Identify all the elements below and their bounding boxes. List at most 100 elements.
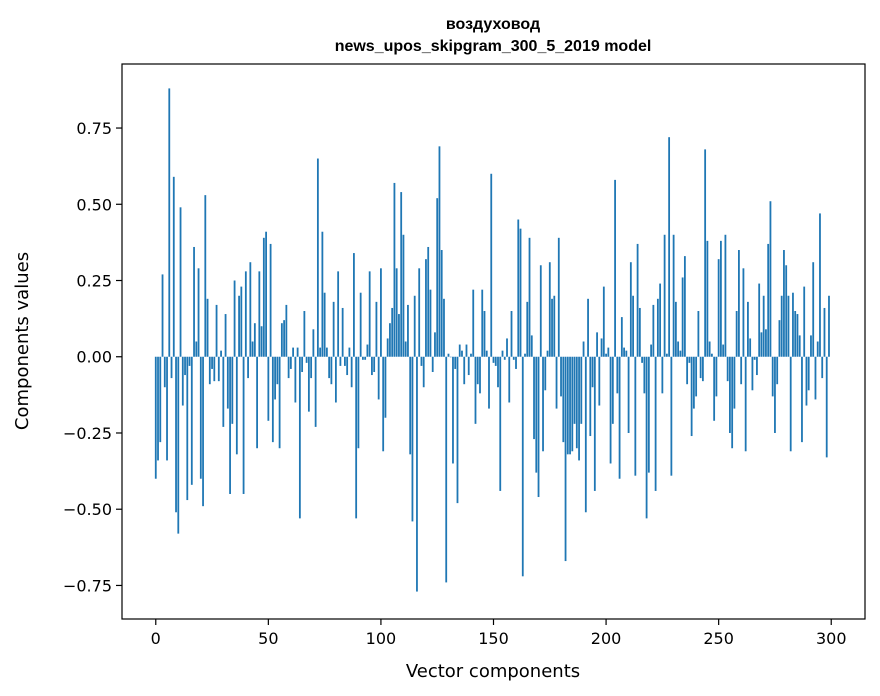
y-axis: 0.75 0.50 0.25 0.00 −0.25 −0.50 −0.75	[63, 119, 122, 595]
bar-56	[280, 323, 283, 357]
bar-19	[197, 268, 200, 357]
bar-86	[348, 347, 351, 357]
bar-212	[632, 295, 634, 357]
bar-151	[494, 356, 497, 366]
bar-73	[319, 347, 322, 357]
y-tick-label: 0.00	[76, 348, 112, 367]
bar-279	[783, 250, 785, 357]
bar-87	[350, 356, 353, 388]
bar-193	[589, 356, 592, 437]
x-tick-label: 50	[258, 629, 278, 648]
bar-293	[814, 356, 817, 400]
bar-108	[398, 314, 400, 357]
bar-188	[578, 356, 580, 461]
bar-115	[413, 295, 416, 357]
bar-281	[787, 295, 790, 357]
bar-134	[456, 356, 459, 504]
bar-272	[767, 243, 770, 357]
bar-9	[175, 356, 177, 513]
bar-154	[501, 350, 504, 357]
bar-247	[711, 353, 713, 357]
bar-123	[431, 356, 434, 372]
bar-70	[312, 329, 315, 357]
bar-240	[695, 356, 698, 397]
bar-228	[668, 137, 671, 357]
bar-37	[238, 295, 240, 357]
y-tick-label: −0.25	[63, 424, 112, 443]
bar-168	[533, 356, 535, 440]
bar-75	[323, 292, 326, 357]
bar-218	[645, 356, 648, 519]
bar-226	[663, 234, 666, 357]
bar-236	[686, 356, 689, 385]
bar-152	[497, 356, 499, 388]
bar-233	[679, 350, 682, 357]
y-tick-label: −0.75	[63, 576, 112, 595]
bar-183	[566, 356, 569, 455]
bar-280	[785, 265, 788, 357]
bar-132	[452, 356, 454, 464]
x-tick-label: 100	[366, 629, 397, 648]
bar-21	[202, 356, 204, 507]
bar-51	[269, 243, 272, 357]
bar-207	[620, 317, 623, 357]
bar-299	[828, 295, 830, 357]
bar-81	[337, 271, 340, 357]
bar-248	[713, 356, 716, 421]
bar-79	[332, 301, 335, 357]
bar-92	[362, 356, 364, 360]
bar-64	[298, 356, 301, 519]
bar-255	[729, 356, 731, 433]
bar-69	[310, 356, 313, 379]
bar-285	[796, 314, 799, 357]
bar-250	[717, 259, 720, 357]
bar-268	[758, 283, 761, 357]
bar-162	[519, 228, 522, 357]
bar-238	[690, 356, 693, 437]
bar-3	[161, 274, 164, 357]
bar-49	[265, 231, 267, 357]
bar-192	[587, 298, 589, 357]
bar-259	[738, 250, 740, 357]
bar-196	[596, 332, 598, 357]
bar-200	[605, 353, 607, 357]
bar-71	[314, 356, 317, 427]
bar-140	[470, 353, 472, 357]
bar-179	[557, 237, 560, 357]
bar-22	[204, 195, 207, 357]
bar-287	[801, 356, 803, 443]
bar-178	[555, 356, 558, 409]
bar-185	[571, 356, 574, 452]
bar-171	[539, 265, 542, 357]
bar-169	[535, 356, 538, 473]
bar-117	[418, 268, 421, 357]
x-tick-label: 300	[816, 629, 847, 648]
bar-67	[305, 356, 308, 363]
bar-177	[553, 295, 556, 357]
bar-125	[436, 198, 439, 357]
bar-59	[287, 356, 290, 379]
bar-229	[670, 356, 673, 476]
bar-277	[778, 320, 781, 357]
bar-237	[688, 356, 691, 363]
bar-23	[206, 298, 209, 357]
bar-20	[199, 356, 202, 479]
bar-298	[825, 356, 828, 458]
bar-283	[792, 292, 794, 357]
bar-163	[521, 356, 524, 577]
bar-217	[643, 356, 646, 394]
bar-199	[602, 286, 605, 357]
bar-82	[339, 356, 342, 366]
bar-153	[499, 356, 502, 491]
bar-105	[391, 307, 394, 357]
bar-148	[488, 356, 490, 409]
bar-107	[395, 268, 398, 357]
bar-241	[697, 311, 700, 357]
bar-286	[798, 335, 801, 357]
bar-213	[634, 356, 637, 476]
bar-114	[411, 356, 414, 522]
bar-25	[211, 356, 213, 369]
bar-116	[416, 356, 418, 592]
bar-149	[490, 173, 493, 357]
